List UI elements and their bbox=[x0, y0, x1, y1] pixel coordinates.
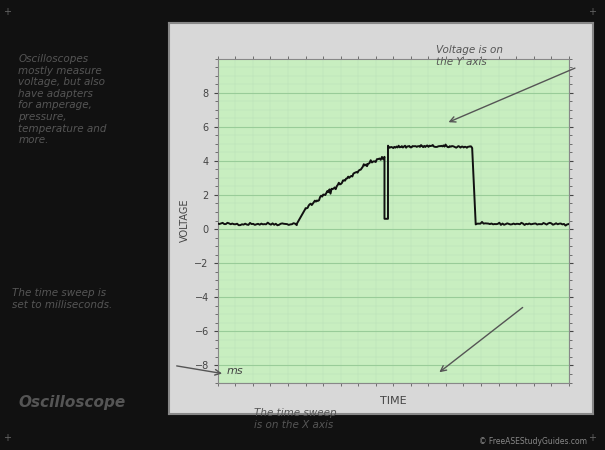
Text: Oscilloscopes
mostly measure
voltage, but also
have adapters
for amperage,
press: Oscilloscopes mostly measure voltage, bu… bbox=[18, 54, 106, 145]
Text: +: + bbox=[588, 433, 596, 443]
Text: +: + bbox=[3, 7, 11, 17]
X-axis label: TIME: TIME bbox=[380, 396, 407, 405]
Y-axis label: VOLTAGE: VOLTAGE bbox=[180, 199, 190, 242]
Text: +: + bbox=[588, 7, 596, 17]
Text: Oscilloscope: Oscilloscope bbox=[18, 395, 125, 410]
Text: The time sweep is
set to milliseconds.: The time sweep is set to milliseconds. bbox=[12, 288, 113, 310]
Text: Voltage is on
the Y axis: Voltage is on the Y axis bbox=[436, 45, 503, 67]
Text: +: + bbox=[3, 433, 11, 443]
Text: The time sweep
is on the X axis: The time sweep is on the X axis bbox=[254, 408, 337, 430]
Text: ms: ms bbox=[226, 366, 243, 376]
Text: © FreeASEStudyGuides.com: © FreeASEStudyGuides.com bbox=[479, 436, 587, 446]
